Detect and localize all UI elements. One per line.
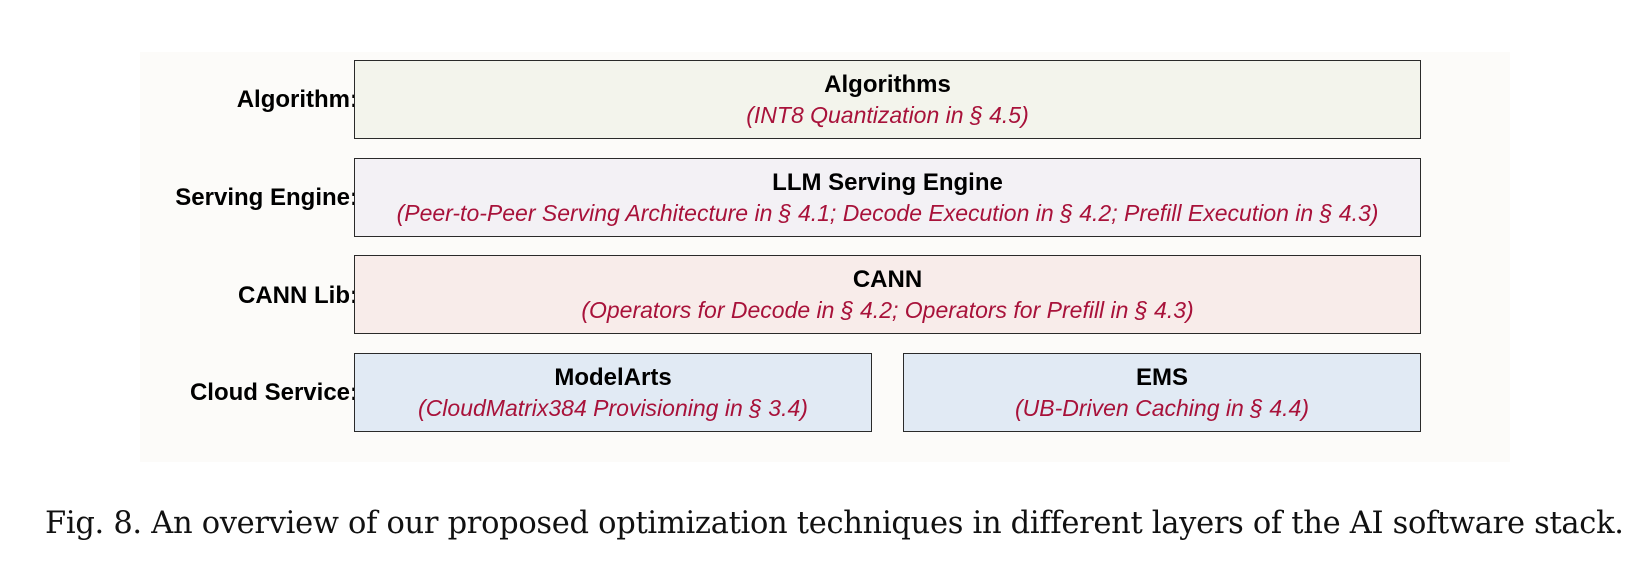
layer-label-cloud-service: Cloud Service: bbox=[189, 379, 358, 406]
box-ems: EMS (UB-Driven Caching in § 4.4) bbox=[903, 353, 1421, 432]
box-subtitle: (CloudMatrix384 Provisioning in § 3.4) bbox=[418, 394, 808, 421]
layer-label-cann-lib: CANN Lib: bbox=[238, 282, 358, 309]
box-cann: CANN (Operators for Decode in § 4.2; Ope… bbox=[354, 255, 1421, 334]
box-subtitle: (INT8 Quantization in § 4.5) bbox=[746, 101, 1029, 128]
box-title: Algorithms bbox=[824, 70, 951, 98]
layer-label-serving-engine: Serving Engine: bbox=[175, 184, 358, 211]
box-title: LLM Serving Engine bbox=[772, 168, 1003, 196]
box-algorithms: Algorithms (INT8 Quantization in § 4.5) bbox=[354, 60, 1421, 139]
box-modelarts: ModelArts (CloudMatrix384 Provisioning i… bbox=[354, 353, 872, 432]
box-title: EMS bbox=[1135, 363, 1188, 391]
box-title: CANN bbox=[852, 265, 923, 293]
box-subtitle: (UB-Driven Caching in § 4.4) bbox=[1014, 394, 1309, 421]
box-subtitle: (Operators for Decode in § 4.2; Operator… bbox=[581, 296, 1194, 323]
box-title: ModelArts bbox=[554, 363, 672, 391]
box-subtitle: (Peer-to-Peer Serving Architecture in § … bbox=[396, 199, 1379, 226]
figure-caption: Fig. 8. An overview of our proposed opti… bbox=[45, 506, 1624, 541]
layer-label-algorithm: Algorithm: bbox=[236, 86, 358, 113]
box-llm-serving-engine: LLM Serving Engine (Peer-to-Peer Serving… bbox=[354, 158, 1421, 237]
